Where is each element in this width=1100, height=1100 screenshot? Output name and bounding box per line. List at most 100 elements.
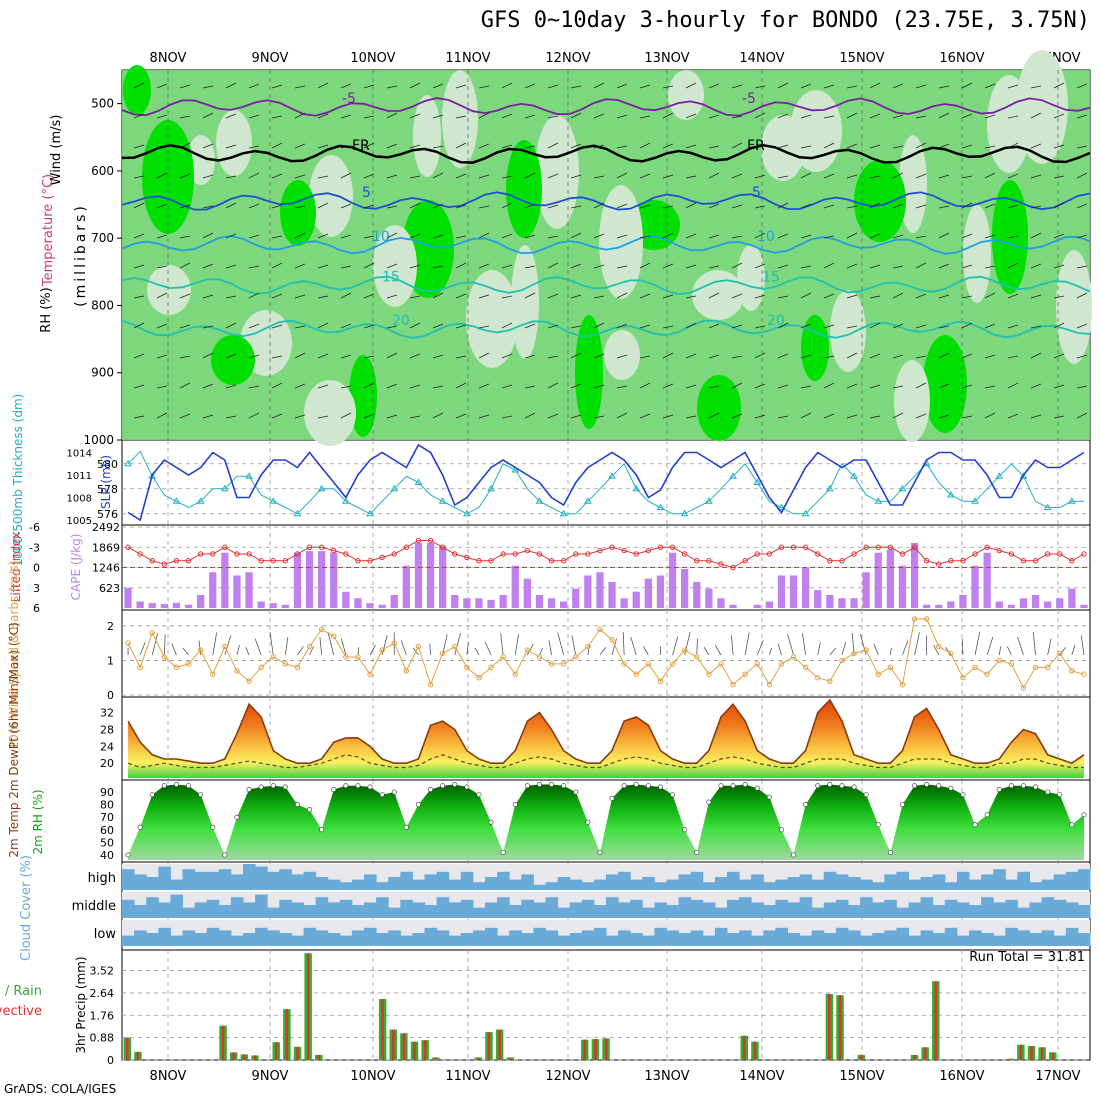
cloud-bar-middle bbox=[835, 899, 849, 918]
wind-barb bbox=[386, 205, 398, 209]
wind-speed-marker bbox=[597, 626, 603, 632]
wind-barb bbox=[984, 292, 996, 299]
cape-tick-label: 1869 bbox=[92, 541, 120, 554]
wind-barb bbox=[1007, 262, 1019, 269]
thickness-marker bbox=[220, 484, 229, 492]
wind-speed-marker bbox=[996, 657, 1002, 664]
cloud-bar-middle bbox=[351, 905, 365, 918]
cloud-bar-low bbox=[969, 930, 982, 946]
wind-barb bbox=[869, 384, 881, 389]
wind-barb bbox=[225, 233, 237, 239]
thickness-marker bbox=[777, 503, 786, 510]
wind-barb bbox=[961, 384, 973, 389]
wind-barb bbox=[1030, 143, 1042, 149]
cloud-bar-middle bbox=[509, 905, 522, 918]
cloud-bar-high bbox=[243, 864, 256, 890]
wind-barb bbox=[1076, 114, 1088, 119]
lifted-marker bbox=[815, 551, 821, 557]
wind-barb bbox=[685, 322, 697, 329]
slp-tick-label: 1011 bbox=[67, 471, 92, 482]
cloud-bar-low bbox=[1077, 933, 1091, 946]
lifted-marker bbox=[222, 544, 228, 550]
rh-area bbox=[128, 784, 1085, 860]
wind-barb bbox=[1071, 645, 1076, 656]
cloud-bar-low bbox=[339, 935, 353, 946]
cape-bar bbox=[632, 591, 640, 608]
wind-barb bbox=[478, 85, 490, 89]
wind-barb bbox=[616, 203, 628, 209]
cape-bar bbox=[886, 549, 894, 608]
y-label-lifted: Lifted Index bbox=[9, 532, 23, 603]
wind-barb bbox=[386, 85, 398, 89]
wind-barb bbox=[823, 115, 835, 119]
wind-barb bbox=[156, 234, 168, 239]
date-label-top: 10NOV bbox=[350, 51, 395, 66]
cloud-bar-low bbox=[593, 927, 607, 946]
wind-barb bbox=[731, 262, 743, 269]
wind-barb bbox=[630, 636, 637, 656]
wind-barb bbox=[1030, 383, 1042, 389]
wind-barb bbox=[202, 352, 214, 359]
wind-barb bbox=[1076, 234, 1088, 239]
wind-barb bbox=[501, 295, 513, 299]
precip-total-label: Total / Rain bbox=[0, 984, 42, 999]
cape-bar bbox=[245, 572, 253, 608]
wind-barb bbox=[754, 205, 766, 209]
wind-barb bbox=[892, 323, 904, 329]
cloud-bar-high bbox=[932, 874, 946, 890]
wind-barb bbox=[708, 172, 720, 179]
wind-barb bbox=[179, 355, 191, 359]
wind-barb bbox=[1007, 235, 1019, 239]
wind-barb bbox=[524, 203, 536, 209]
cloud-bar-high bbox=[122, 869, 135, 890]
wind-barb bbox=[846, 352, 858, 359]
wind-barb bbox=[432, 172, 444, 179]
cape-bar bbox=[644, 578, 652, 608]
wind-barb bbox=[639, 142, 651, 149]
cloud-bar-high bbox=[1053, 874, 1067, 890]
wind-barb bbox=[225, 82, 237, 89]
wind-barb bbox=[524, 292, 536, 299]
wind-barb bbox=[432, 354, 444, 359]
cape-bar bbox=[257, 601, 265, 608]
lifted-marker bbox=[742, 558, 748, 564]
wind-barb bbox=[938, 263, 950, 269]
cloud-bar-low bbox=[932, 933, 946, 946]
wind-barb bbox=[616, 114, 628, 119]
wind-barb bbox=[662, 263, 674, 269]
rh-marker bbox=[234, 814, 240, 820]
slp-line bbox=[127, 443, 1085, 522]
wind-barb bbox=[777, 144, 789, 149]
wind-barb bbox=[547, 382, 559, 389]
wind-barb bbox=[915, 235, 927, 239]
wind-barb bbox=[961, 322, 973, 329]
cloud-bar-low bbox=[545, 930, 559, 946]
cloud-bar-high bbox=[835, 874, 849, 890]
precip-conv-bar bbox=[604, 1038, 608, 1060]
wind-barb bbox=[708, 203, 720, 209]
wind-barb bbox=[271, 84, 283, 89]
cape-tick-label: 2492 bbox=[92, 521, 120, 534]
lifted-marker bbox=[173, 558, 180, 564]
wind-barb bbox=[432, 323, 444, 329]
wind-barb bbox=[846, 143, 858, 149]
wind-barb bbox=[961, 295, 973, 299]
wind-barb bbox=[1076, 145, 1088, 149]
thickness-marker bbox=[680, 509, 689, 517]
wind-barb bbox=[179, 413, 191, 419]
lifted-marker bbox=[911, 544, 918, 550]
wind-barb bbox=[236, 645, 240, 656]
wind-barb bbox=[294, 232, 306, 239]
wind-barb bbox=[1030, 174, 1042, 179]
wind-barb bbox=[570, 143, 582, 149]
rh-marker bbox=[319, 827, 325, 833]
cloud-bar-high bbox=[291, 874, 304, 890]
lifted-marker bbox=[1069, 558, 1075, 564]
wind-barb bbox=[271, 142, 283, 149]
wind-speed-marker bbox=[706, 671, 712, 677]
wind-barb bbox=[892, 234, 904, 239]
wind-barb bbox=[570, 325, 582, 329]
cloud-bar-low bbox=[678, 933, 692, 946]
cloud-bar-middle bbox=[557, 907, 571, 918]
cloud-bar-high bbox=[920, 877, 934, 890]
